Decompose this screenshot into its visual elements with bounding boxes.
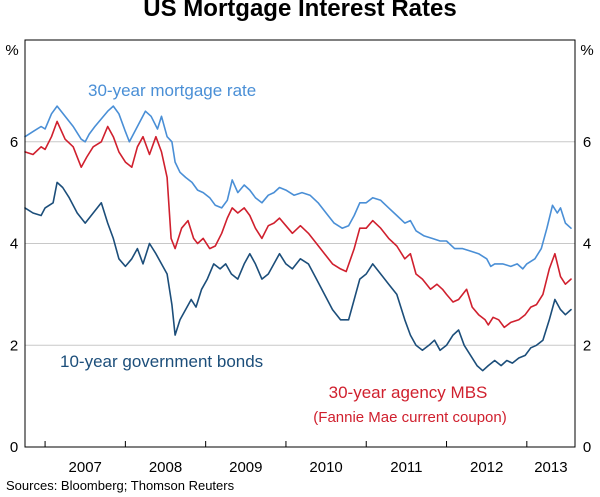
grid-layer xyxy=(25,141,575,346)
ytick-right-2: 2 xyxy=(583,337,591,354)
annotation-mortgage-rate: 30-year mortgage rate xyxy=(88,81,256,100)
source-note: Sources: Bloomberg; Thomson Reuters xyxy=(6,478,235,493)
ytick-left-0: 0 xyxy=(10,439,18,456)
series-line-30-year-agency-mbs xyxy=(24,120,572,329)
series-line-30-year-mortgage-rate xyxy=(24,105,572,270)
xtick-2011: 2011 xyxy=(390,459,422,476)
ytick-left-4: 4 xyxy=(10,236,18,253)
xtick-2008: 2008 xyxy=(149,459,182,476)
ytick-left-2: 2 xyxy=(10,337,18,354)
xtick-2010: 2010 xyxy=(309,459,342,476)
ytick-right-6: 6 xyxy=(583,134,591,151)
annotation-agency-mbs-sub: (Fannie Mae current coupon) xyxy=(313,409,506,426)
xtick-2013: 2013 xyxy=(534,459,567,476)
annotation-government-bonds: 10-year government bonds xyxy=(60,352,263,371)
xtick-2007: 2007 xyxy=(69,459,102,476)
xtick-2009: 2009 xyxy=(229,459,262,476)
annotation-agency-mbs: 30-year agency MBS xyxy=(329,383,488,402)
series-line-10-year-government-bonds xyxy=(24,181,572,372)
frame-layer xyxy=(24,39,576,448)
ytick-left-6: 6 xyxy=(10,134,18,151)
ytick-right-4: 4 xyxy=(583,236,591,253)
label-layer: 0 0 2 2 4 4 6 6% % 2007 2008 2009 2010 2011 2012 2013 30… xyxy=(5,42,593,476)
series-layer xyxy=(24,105,572,372)
y-unit-left: % xyxy=(5,42,18,59)
plot-frame xyxy=(24,39,576,448)
ytick-right-0: 0 xyxy=(583,439,591,456)
xtick-2012: 2012 xyxy=(470,459,503,476)
y-unit-right: % xyxy=(580,42,593,59)
chart-title: US Mortgage Interest Rates xyxy=(143,0,457,22)
